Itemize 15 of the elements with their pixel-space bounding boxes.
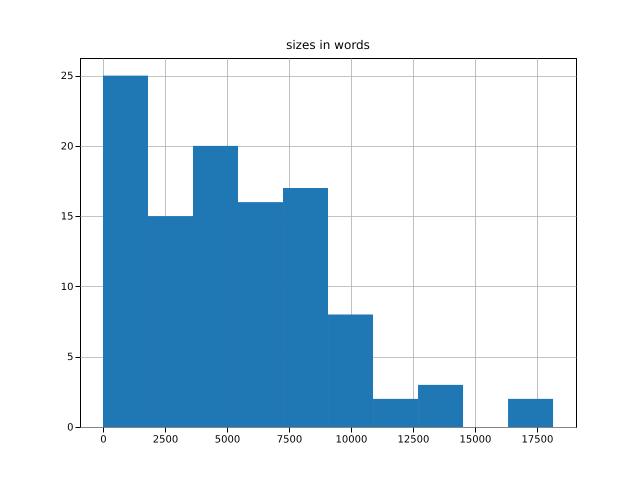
y-tick-label: 10: [60, 282, 74, 293]
x-tick-label: 12500: [398, 434, 430, 446]
chart-title: sizes in words: [286, 38, 370, 52]
y-tick-label: 20: [60, 141, 74, 152]
y-tick-label: 5: [67, 352, 74, 364]
x-tick-label: 2500: [152, 434, 178, 446]
y-tick-label: 15: [60, 212, 74, 223]
x-tick-label: 10000: [336, 434, 368, 446]
x-tick-label: 5000: [214, 434, 240, 446]
x-tick-label: 7500: [276, 434, 302, 446]
x-tick-label: 17500: [522, 434, 554, 446]
x-tick-label: 15000: [460, 434, 492, 446]
y-tick-label: 25: [60, 71, 74, 82]
x-tick-label: 0: [100, 434, 107, 446]
y-tick-label: 0: [67, 422, 74, 434]
